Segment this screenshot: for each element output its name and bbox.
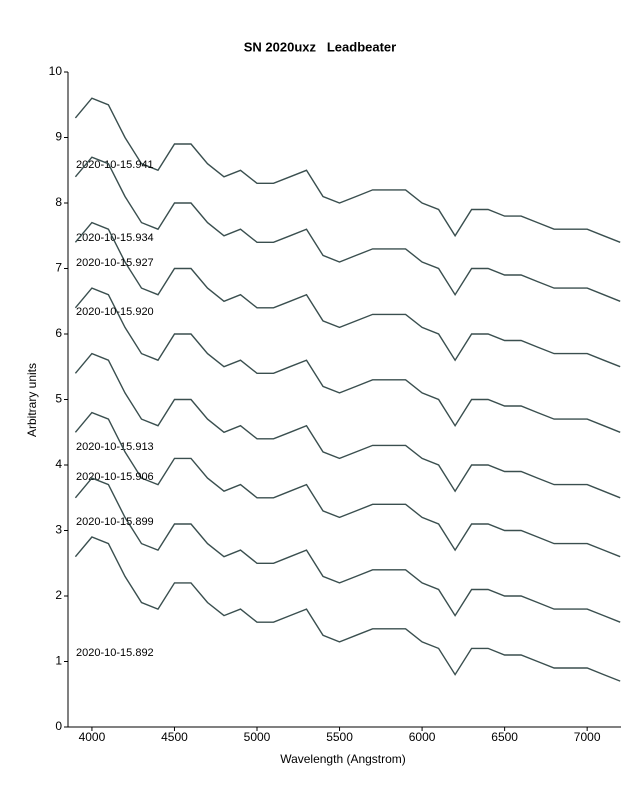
y-tick-label: 1 — [55, 654, 62, 668]
series-label: 2020-10-15.906 — [76, 471, 154, 483]
spectrum-line — [74, 221, 621, 368]
x-axis-label: Wavelength (Angstrom) — [280, 752, 406, 766]
series-label: 2020-10-15.920 — [76, 306, 154, 318]
spectrum-line — [74, 411, 621, 558]
x-tick-label: 4000 — [79, 730, 106, 744]
series-label: 2020-10-15.913 — [76, 441, 154, 453]
y-tick-label: 7 — [55, 261, 62, 275]
x-tick-label: 5500 — [326, 730, 353, 744]
series-label: 2020-10-15.927 — [76, 257, 154, 269]
y-tick-label: 9 — [55, 130, 62, 144]
y-tick-label: 8 — [55, 195, 62, 209]
y-tick-label: 5 — [55, 392, 62, 406]
y-tick-label: 6 — [55, 326, 62, 340]
y-tick-label: 3 — [55, 523, 62, 537]
spectrum-line — [74, 477, 621, 623]
spectrum-line — [74, 287, 621, 433]
y-axis-label: Arbitrary units — [25, 363, 39, 437]
series-label: 2020-10-15.934 — [76, 232, 154, 244]
spectrum-line — [74, 536, 621, 682]
spectrum-line — [74, 97, 621, 243]
chart-title: SN 2020uxz Leadbeater — [244, 39, 396, 54]
x-tick-label: 4500 — [161, 730, 188, 744]
y-tick-label: 10 — [49, 64, 63, 78]
spectrum-line — [74, 156, 621, 302]
series-label: 2020-10-15.941 — [76, 159, 154, 171]
y-tick-label: 4 — [55, 457, 62, 471]
x-tick-label: 5000 — [244, 730, 271, 744]
spectrum-line — [74, 352, 621, 499]
x-tick-label: 6500 — [491, 730, 518, 744]
series-label: 2020-10-15.899 — [76, 516, 154, 528]
series-label: 2020-10-15.892 — [76, 647, 154, 659]
y-tick-label: 2 — [55, 588, 62, 602]
y-tick-label: 0 — [55, 719, 62, 733]
x-tick-label: 7000 — [574, 730, 601, 744]
x-tick-label: 6000 — [409, 730, 436, 744]
